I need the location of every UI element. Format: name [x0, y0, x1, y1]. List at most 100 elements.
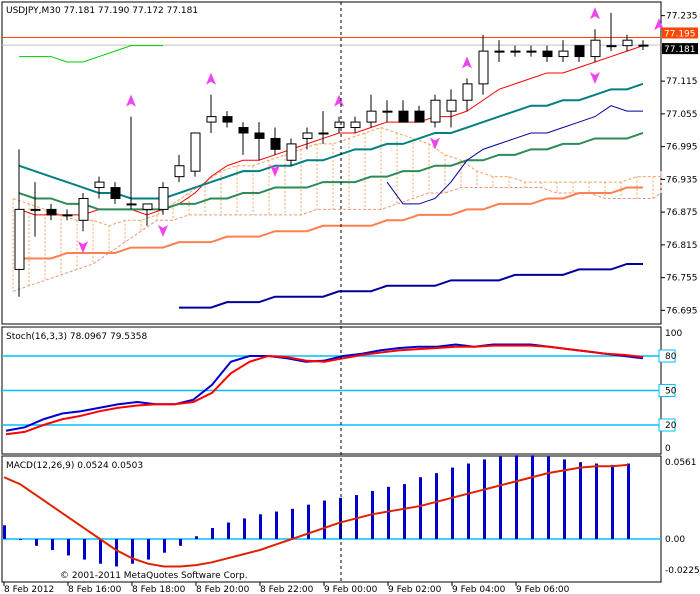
macd-histogram-bar	[35, 539, 38, 546]
price-line-1	[18, 82, 644, 200]
candle-body	[78, 197, 89, 221]
candle	[110, 182, 121, 204]
cloud-span-a	[12, 126, 662, 227]
x-axis: 8 Feb 2012 8 Feb 16:00 8 Feb 18:00 8 Feb 20…	[3, 582, 570, 594]
candle	[542, 45, 553, 63]
candle-body	[30, 208, 41, 211]
candle	[142, 203, 153, 226]
candle	[286, 138, 297, 166]
fractal-up-shape	[126, 94, 136, 107]
macd-histogram-bar	[211, 528, 214, 539]
candle	[94, 176, 105, 199]
price-line-4	[179, 262, 643, 309]
macd-histogram-bar	[147, 539, 150, 560]
fractal-up-shape	[462, 56, 472, 69]
macd-histogram-bar	[275, 511, 278, 539]
macd-histogram-bar	[131, 539, 134, 564]
candle	[526, 45, 537, 57]
price-tag-label: 77.195	[664, 29, 696, 39]
fractal-up-shape	[654, 18, 664, 31]
fractal-down-arrow	[430, 137, 440, 150]
price-line-5	[386, 105, 643, 205]
macd-histogram-bar	[563, 459, 566, 539]
candle	[478, 34, 489, 95]
fractal-down-shape	[158, 224, 168, 237]
macd-histogram-bar	[195, 536, 198, 539]
candle	[414, 105, 425, 123]
stoch-header: Stoch(16,3,3) 78.0967 79.5358	[6, 332, 147, 342]
candle-body	[158, 187, 169, 210]
macd-histogram-bar	[515, 455, 518, 539]
candle-body	[62, 214, 73, 217]
candle	[270, 127, 281, 155]
fractal-down-shape	[430, 137, 440, 150]
candle-body	[462, 83, 473, 101]
price-axis-label: 77.055	[666, 110, 698, 120]
macd-histogram-bar	[163, 539, 166, 553]
candle-body	[590, 39, 601, 58]
macd-axis-label: 0.00	[665, 535, 685, 545]
candle	[62, 209, 73, 221]
price-axis-label: 76.935	[666, 175, 698, 185]
candle	[366, 94, 377, 128]
macd-histogram-bar	[403, 484, 406, 539]
macd-histogram-bar	[259, 514, 262, 539]
candle	[254, 122, 265, 161]
price-line-2	[18, 132, 644, 211]
candle	[446, 89, 457, 128]
stoch-axis-label: 50	[665, 387, 677, 397]
macd-axis-label: 0.0561	[665, 458, 697, 468]
stochastic-panel: 100 80 50 20 0 Stoch(16,3,3) 78.0967 79.5358	[1, 326, 682, 455]
candle	[14, 149, 25, 297]
macd-histogram-bar	[451, 467, 454, 539]
stoch-level-box	[658, 384, 676, 397]
macd-histogram-bar	[483, 459, 486, 539]
fractal-up-shape	[590, 7, 600, 20]
candle-body	[510, 50, 521, 53]
macd-histogram-bar	[99, 539, 102, 564]
price-axis-label: 76.755	[666, 274, 698, 284]
macd-histogram-bar	[547, 456, 550, 539]
candle-body	[126, 203, 137, 206]
macd-histogram-bar	[595, 463, 598, 539]
macd-histogram-bar	[435, 473, 438, 539]
macd-histogram-bar	[83, 539, 86, 560]
stoch-level-box	[658, 418, 676, 432]
stoch-axis-label: 20	[665, 421, 677, 431]
macd-histogram-bar	[243, 518, 246, 539]
fractal-down-shape	[78, 241, 88, 254]
candle-body	[270, 137, 281, 150]
candle	[46, 203, 57, 221]
macd-signal-line	[3, 463, 629, 568]
price-axis-label: 76.995	[666, 143, 698, 153]
macd-panel: 0.0561 0.00 -0.0225 MACD(12,26,9) 0.0524 0.…	[1, 455, 700, 583]
fractal-up-arrow	[462, 56, 472, 69]
fractal-up-arrow	[206, 72, 216, 85]
macd-histogram-bar	[499, 456, 502, 539]
macd-header: MACD(12,26,9) 0.0524 0.0503	[6, 461, 143, 471]
candle-body	[350, 121, 361, 129]
fractal-down-arrow	[78, 241, 88, 254]
candle	[558, 40, 569, 63]
macd-histogram-bar	[467, 463, 470, 539]
x-axis-label: 8 Feb 22:00	[260, 585, 314, 594]
candle-body	[446, 99, 457, 112]
candle-body	[494, 50, 505, 53]
fractal-down-shape	[590, 72, 600, 85]
candle	[30, 182, 41, 237]
candle	[398, 100, 409, 123]
price-line-3	[19, 186, 643, 260]
candle-body	[558, 50, 569, 58]
macd-histogram-bar	[627, 463, 630, 539]
x-axis-label: 9 Feb 04:00	[452, 585, 506, 594]
price-tag	[662, 27, 698, 39]
candle	[622, 34, 633, 52]
candle-body	[110, 187, 121, 199]
macd-histogram-bar	[611, 464, 614, 539]
macd-histogram-bar	[115, 539, 118, 567]
macd-histogram-bar	[179, 539, 182, 546]
candle-body	[526, 50, 537, 53]
candle-body	[382, 110, 393, 113]
candle-body	[414, 110, 425, 123]
